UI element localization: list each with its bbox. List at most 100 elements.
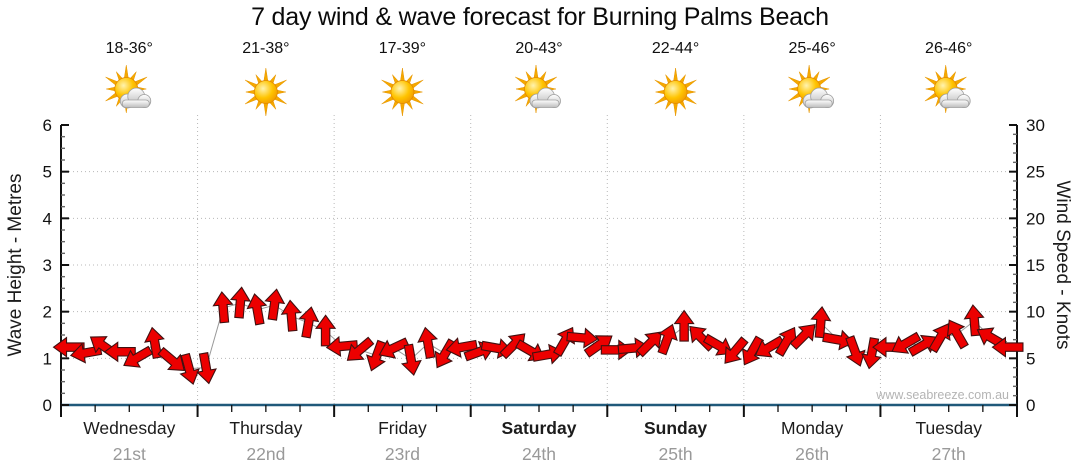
- chart-title: 7 day wind & wave forecast for Burning P…: [251, 3, 829, 31]
- sun-cloud-icon: [788, 64, 835, 114]
- day-name-label: Tuesday: [915, 418, 982, 438]
- wind-arrow: [264, 288, 286, 321]
- sun-icon: [244, 67, 287, 117]
- temp-range: 22-44°: [652, 40, 699, 57]
- wind-arrow: [212, 291, 234, 324]
- right-tick-label: 5: [1026, 349, 1035, 368]
- wind-arrow: [928, 323, 951, 354]
- left-tick-label: 3: [43, 256, 52, 275]
- wind-arrow: [657, 323, 678, 356]
- cloud-base: [804, 99, 833, 108]
- sun-rays: [654, 67, 697, 117]
- day-date-label: 23rd: [385, 444, 420, 464]
- wind-arrow: [724, 336, 749, 364]
- day-name-label: Sunday: [644, 418, 707, 438]
- sun-disc: [390, 80, 415, 104]
- wind-arrow: [179, 352, 200, 385]
- wind-arrow: [366, 339, 387, 372]
- wind-arrow: [991, 336, 1024, 358]
- sun-disc: [253, 80, 278, 104]
- wind-arrow: [635, 331, 662, 358]
- wind-arrow: [702, 333, 733, 356]
- left-tick-label: 4: [43, 209, 52, 228]
- temp-range: 25-46°: [788, 40, 835, 57]
- right-tick-label: 30: [1026, 116, 1045, 135]
- day-date-label: 27th: [932, 444, 966, 464]
- wind-arrow: [123, 345, 154, 368]
- wind-arrow: [196, 352, 217, 385]
- wind-arrow: [157, 346, 185, 372]
- wind-arrow: [907, 334, 938, 357]
- temp-range: 21-38°: [242, 40, 289, 57]
- day-date-label: 22nd: [246, 444, 285, 464]
- day-date-label: 26th: [795, 444, 829, 464]
- temp-range: 17-39°: [379, 40, 426, 57]
- wind-arrow: [103, 341, 136, 363]
- watermark: www.seabreeze.com.au: [875, 388, 1009, 402]
- wind-arrow: [845, 335, 866, 367]
- day-name-label: Thursday: [229, 418, 302, 438]
- wind-arrow: [69, 342, 103, 364]
- wind-arrow: [891, 331, 922, 354]
- day-name-label: Saturday: [502, 418, 577, 438]
- temp-range: 18-36°: [106, 40, 153, 57]
- left-axis-label: Wave Height - Metres: [5, 173, 26, 357]
- day-headers: 18-36° 21-38° 17-39° 20-43° 22-44° 25-46° 26-4…: [105, 40, 972, 117]
- day-date-label: 21st: [113, 444, 146, 464]
- temp-range: 20-43°: [515, 40, 562, 57]
- wind-arrow: [810, 305, 832, 339]
- wind-arrow: [946, 319, 969, 350]
- wind-arrow: [144, 326, 165, 360]
- day-name-label: Friday: [378, 418, 427, 438]
- sun-cloud-icon: [924, 64, 971, 114]
- wind-arrow: [52, 336, 85, 358]
- left-tick-label: 1: [43, 349, 52, 368]
- temp-range: 26-46°: [925, 40, 972, 57]
- left-tick-label: 5: [43, 163, 52, 182]
- left-tick-label: 6: [43, 116, 52, 135]
- wind-arrow: [742, 335, 765, 366]
- wind-arrow: [445, 337, 478, 358]
- wind-arrow: [280, 299, 302, 332]
- left-tick-label: 0: [43, 396, 52, 415]
- day-name-label: Monday: [781, 418, 844, 438]
- wind-arrow: [346, 336, 375, 361]
- right-axis-label: Wind Speed - Knots: [1052, 180, 1073, 350]
- sun-cloud-icon: [105, 64, 152, 114]
- wind-arrow: [229, 286, 252, 319]
- wind-arrow: [400, 343, 422, 376]
- axis-tick-labels: 0 1 2 3 4 5 6 0 5 10 15 20 25 30: [43, 116, 1045, 415]
- sun-disc: [663, 80, 688, 104]
- sun-rays: [244, 67, 287, 117]
- day-footers: Wednesday 21st Thursday 22nd Friday 23rd Satur…: [83, 418, 982, 464]
- cloud-base: [121, 99, 150, 108]
- cloud-base: [941, 99, 970, 108]
- wind-arrow: [246, 293, 268, 326]
- wind-arrow: [673, 309, 695, 342]
- left-tick-label: 2: [43, 303, 52, 322]
- sun-cloud-icon: [515, 64, 561, 114]
- wind-arrow: [822, 329, 855, 351]
- wind-arrow: [378, 337, 410, 359]
- wind-arrow-series: [52, 286, 1024, 385]
- wind-arrow: [417, 326, 439, 360]
- wind-arrow: [566, 327, 599, 349]
- wind-arrow: [325, 335, 359, 357]
- right-tick-label: 25: [1026, 163, 1045, 182]
- day-date-label: 24th: [522, 444, 556, 464]
- wind-arrow: [315, 314, 337, 347]
- wind-arrow: [789, 323, 816, 350]
- day-date-label: 25th: [659, 444, 693, 464]
- wind-arrow: [298, 306, 320, 339]
- axes: [60, 124, 1018, 417]
- right-tick-label: 15: [1026, 256, 1045, 275]
- day-name-label: Wednesday: [83, 418, 175, 438]
- right-tick-label: 0: [1026, 396, 1035, 415]
- right-tick-label: 10: [1026, 303, 1045, 322]
- wind-arrow: [963, 304, 985, 337]
- sun-icon: [654, 67, 697, 117]
- cloud-base: [531, 99, 560, 108]
- right-tick-label: 20: [1026, 209, 1045, 228]
